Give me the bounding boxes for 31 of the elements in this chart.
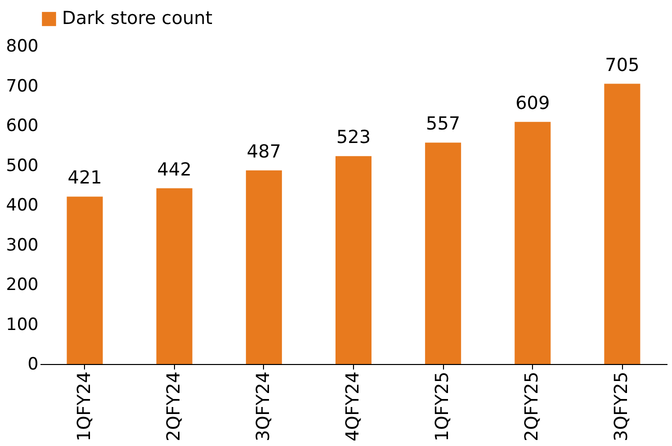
x-tick-label: 1QFY25 [432, 372, 454, 442]
data-label: 609 [515, 92, 550, 114]
y-tick-label: 600 [6, 116, 38, 136]
bar [156, 188, 192, 364]
bar [336, 156, 372, 364]
bar [66, 196, 103, 364]
y-tick-label: 800 [6, 36, 38, 56]
bar [604, 84, 640, 364]
data-label: 523 [336, 127, 371, 148]
bar [425, 142, 462, 364]
data-label: 442 [157, 159, 192, 180]
y-tick-label: 500 [6, 156, 38, 176]
data-label: 705 [605, 54, 640, 76]
x-tick-label: 2QFY25 [522, 372, 543, 442]
data-label: 421 [68, 168, 102, 189]
data-label: 487 [246, 141, 282, 162]
y-tick-label: 100 [6, 314, 38, 335]
y-tick-label: 400 [6, 196, 38, 216]
x-tick-label: 3QFY25 [611, 372, 632, 442]
y-tick-label: 700 [6, 76, 38, 96]
data-label: 557 [426, 114, 460, 135]
y-tick-label: 200 [6, 275, 38, 295]
x-tick-label: 3QFY24 [252, 372, 274, 442]
legend-label: Dark store count [62, 8, 212, 29]
y-tick-label: 300 [6, 235, 38, 256]
bar [246, 170, 282, 364]
x-tick-label: 1QFY24 [74, 372, 95, 442]
y-tick-label: 0 [28, 354, 38, 374]
x-tick-label: 4QFY24 [342, 372, 364, 442]
bar [514, 122, 551, 364]
x-tick-label: 2QFY24 [163, 372, 184, 442]
